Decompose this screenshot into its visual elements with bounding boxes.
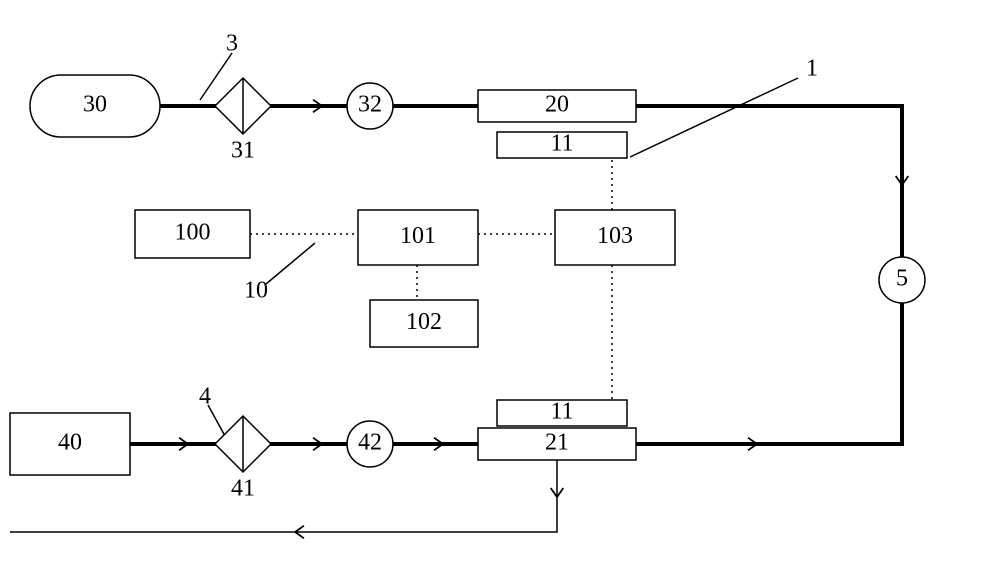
pointer-label-0: 3 (226, 31, 238, 57)
label-n31: 31 (231, 138, 255, 164)
label-n32: 32 (358, 92, 382, 118)
label-n21: 21 (545, 430, 569, 456)
pointer-label-2: 10 (244, 278, 268, 304)
label-n20: 20 (545, 92, 569, 118)
label-n5: 5 (896, 266, 908, 292)
pointer-label-3: 4 (199, 384, 211, 410)
pointer-line-2 (266, 243, 315, 284)
label-n103: 103 (597, 223, 633, 249)
label-n102: 102 (406, 309, 442, 335)
pipe-top (160, 106, 902, 257)
label-n11a: 11 (550, 131, 573, 157)
pointer-label-1: 1 (806, 56, 818, 82)
label-n40: 40 (58, 430, 82, 456)
label-n11b: 11 (550, 399, 573, 425)
label-n101: 101 (400, 223, 436, 249)
pointer-line-1 (630, 78, 798, 157)
label-n41: 41 (231, 476, 255, 502)
label-n100: 100 (175, 220, 211, 246)
label-n42: 42 (358, 430, 382, 456)
label-n30: 30 (83, 92, 107, 118)
pointer-line-3 (208, 405, 225, 436)
